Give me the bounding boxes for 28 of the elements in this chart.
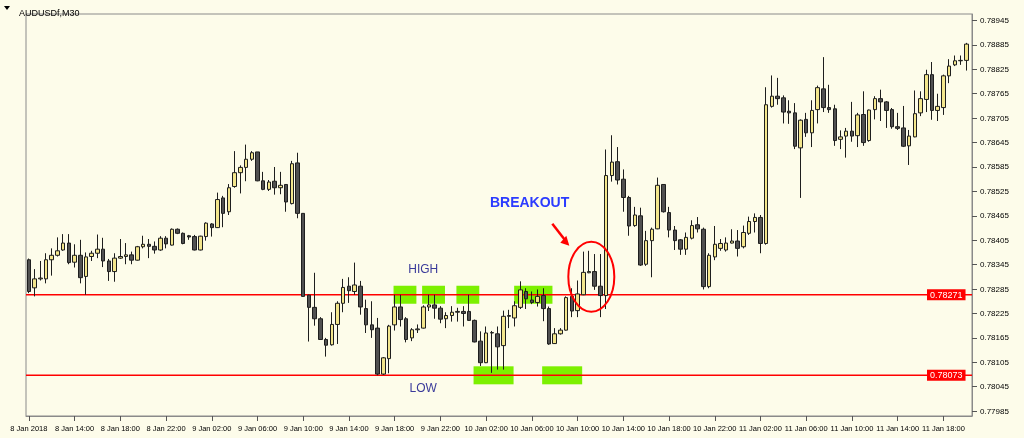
candlestick [667,206,671,238]
y-tick-label: 0.77985 [980,406,1010,416]
candlestick [650,227,654,278]
y-tick-label: 0.78825 [980,64,1010,74]
y-tick-label: 0.78045 [980,382,1010,392]
y-tick-label: 0.78645 [980,138,1010,148]
chart-title: AUDUSDf,M30 [19,7,80,18]
y-tick-label: 0.78465 [980,211,1010,221]
candlestick [227,183,231,216]
y-tick-label: 0.78945 [980,16,1010,26]
ref-line-label: 0.78271 [930,289,963,300]
y-tick-label: 0.78585 [980,162,1010,172]
y-tick-label: 0.78525 [980,186,1010,196]
y-tick-label: 0.78165 [980,333,1010,343]
y-tick-label: 0.78225 [980,308,1010,318]
annotation: BREAKOUT [489,193,570,210]
y-tick-label: 0.78885 [980,40,1010,50]
annotation: LOW [409,380,438,395]
y-tick-label: 0.78345 [980,260,1010,270]
y-tick-label: 0.78705 [980,113,1010,123]
y-tick-label: 0.78285 [980,284,1010,294]
y-tick-label: 0.78765 [980,89,1010,99]
candlestick [810,99,814,148]
annotation: HIGH [408,261,439,276]
y-tick-label: 0.78105 [980,357,1010,367]
ref-line-label: 0.78073 [930,370,963,381]
candlestick [364,299,368,334]
y-tick-label: 0.78405 [980,235,1010,245]
